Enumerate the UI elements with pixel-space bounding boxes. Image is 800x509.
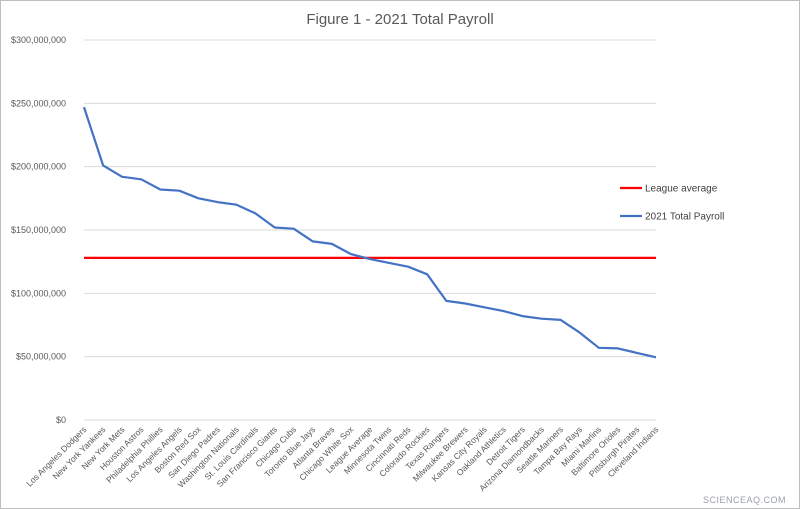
data-point [216, 257, 218, 259]
legend-label: League average [645, 184, 718, 195]
data-point [102, 164, 104, 166]
y-tick-label: $150,000,000 [11, 225, 66, 235]
data-point [312, 240, 314, 242]
data-point [293, 228, 295, 230]
y-tick-label: $50,000,000 [16, 352, 66, 362]
y-tick-label: $300,000,000 [11, 35, 66, 45]
data-point [636, 257, 638, 259]
y-tick-label: $250,000,000 [11, 98, 66, 108]
data-point [636, 352, 638, 354]
data-point [407, 266, 409, 268]
y-tick-label: $100,000,000 [11, 288, 66, 298]
data-point [559, 319, 561, 321]
data-point [655, 257, 657, 259]
data-point [102, 257, 104, 259]
data-point [617, 257, 619, 259]
data-point [598, 347, 600, 349]
data-point [235, 257, 237, 259]
data-point [216, 201, 218, 203]
data-point [521, 315, 523, 317]
data-point [521, 257, 523, 259]
data-point [140, 178, 142, 180]
data-point [388, 262, 390, 264]
data-point [350, 257, 352, 259]
data-point [331, 257, 333, 259]
data-point [426, 273, 428, 275]
data-point [83, 257, 85, 259]
data-point [502, 310, 504, 312]
data-point [369, 258, 371, 260]
y-tick-label: $0 [56, 415, 66, 425]
data-point [655, 356, 657, 358]
data-point [159, 188, 161, 190]
data-point [273, 226, 275, 228]
data-point [178, 190, 180, 192]
legend-label: 2021 Total Payroll [645, 212, 724, 223]
data-point [464, 257, 466, 259]
data-point [312, 257, 314, 259]
series-line-1 [82, 106, 657, 359]
data-point [464, 302, 466, 304]
data-point [350, 253, 352, 255]
data-point [178, 257, 180, 259]
data-point [254, 257, 256, 259]
data-point [235, 203, 237, 205]
data-point [254, 212, 256, 214]
data-point [483, 306, 485, 308]
data-point [502, 257, 504, 259]
data-point [540, 317, 542, 319]
data-point [445, 300, 447, 302]
data-point [197, 197, 199, 199]
data-point [293, 257, 295, 259]
data-point [121, 176, 123, 178]
data-point [617, 347, 619, 349]
chart-title: Figure 1 - 2021 Total Payroll [306, 11, 493, 28]
data-point [121, 257, 123, 259]
data-point [426, 257, 428, 259]
data-point [159, 257, 161, 259]
y-tick-label: $200,000,000 [11, 162, 66, 172]
data-point [445, 257, 447, 259]
data-point [579, 331, 581, 333]
data-point [83, 106, 85, 108]
data-point [559, 257, 561, 259]
data-point [483, 257, 485, 259]
data-point [540, 257, 542, 259]
data-point [579, 257, 581, 259]
data-point [197, 257, 199, 259]
data-point [331, 243, 333, 245]
data-point [273, 257, 275, 259]
data-point [140, 257, 142, 259]
data-point [407, 257, 409, 259]
data-point [598, 257, 600, 259]
watermark: SCIENCEAQ.COM [702, 495, 786, 505]
data-point [388, 257, 390, 259]
